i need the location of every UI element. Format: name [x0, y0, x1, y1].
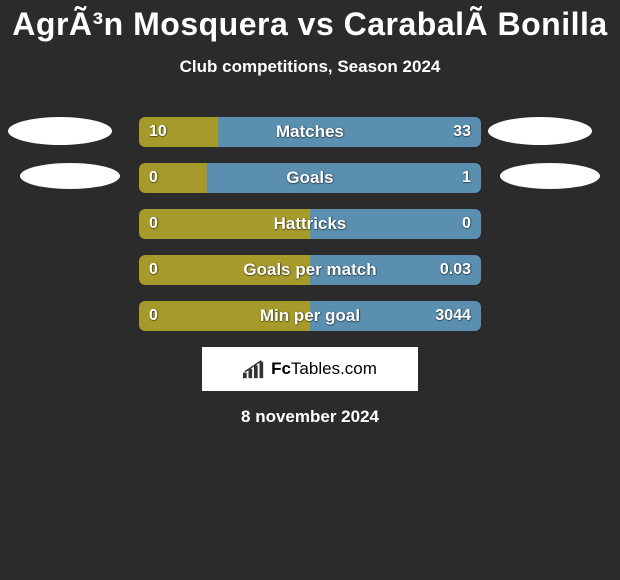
stat-bar-left-fill: [139, 301, 310, 331]
brand-text: FcTables.com: [271, 359, 377, 379]
brand-strong: Fc: [271, 359, 291, 378]
stat-bar-right-fill: [310, 255, 481, 285]
stat-bar-right-fill: [207, 163, 481, 193]
bar-chart-icon: [243, 359, 265, 379]
comparison-infographic: AgrÃ³n Mosquera vs CarabalÃ Bonilla Club…: [0, 0, 620, 580]
brand-rest: Tables.com: [291, 359, 377, 378]
stat-bar-track: [139, 209, 481, 239]
page-title: AgrÃ³n Mosquera vs CarabalÃ Bonilla: [0, 0, 620, 43]
stat-bar-right-fill: [310, 209, 481, 239]
player-marker-left: [20, 163, 120, 189]
footer-date: 8 november 2024: [0, 407, 620, 427]
stat-bar-track: [139, 255, 481, 285]
player-marker-right: [500, 163, 600, 189]
player-marker-left: [8, 117, 112, 145]
stat-bar-left-fill: [139, 255, 310, 285]
stat-row: Goals01: [0, 163, 620, 193]
stat-bar-track: [139, 301, 481, 331]
stat-row: Matches1033: [0, 117, 620, 147]
stat-bar-track: [139, 163, 481, 193]
stat-bar-left-fill: [139, 117, 218, 147]
stat-bar-right-fill: [310, 301, 481, 331]
stat-row: Goals per match00.03: [0, 255, 620, 285]
stat-row: Hattricks00: [0, 209, 620, 239]
stat-bar-left-fill: [139, 163, 207, 193]
stat-row: Min per goal03044: [0, 301, 620, 331]
stat-bar-right-fill: [218, 117, 481, 147]
player-marker-right: [488, 117, 592, 145]
brand-logo[interactable]: FcTables.com: [202, 347, 418, 391]
stat-rows: Matches1033 Goals01 Hattricks00 Goals per m…: [0, 117, 620, 331]
stat-bar-left-fill: [139, 209, 310, 239]
stat-bar-track: [139, 117, 481, 147]
page-subtitle: Club competitions, Season 2024: [0, 57, 620, 77]
